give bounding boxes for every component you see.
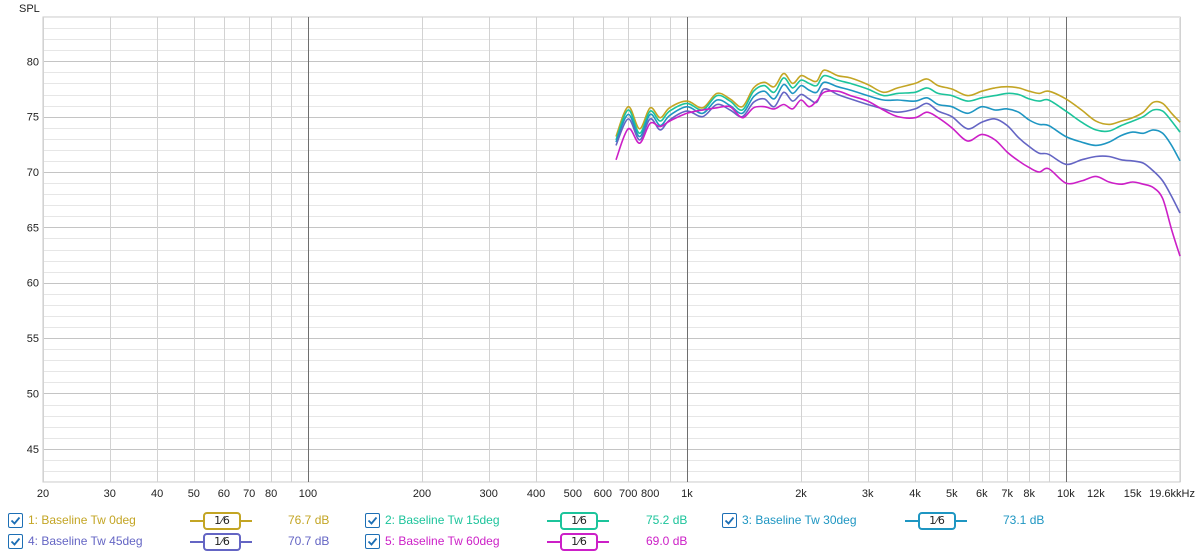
y-tick-label: 45 bbox=[27, 444, 39, 456]
legend-item-4[interactable]: 4: Baseline Tw 45deg 1⁄6 70.7 dB bbox=[8, 530, 348, 552]
x-tick-label: 8k bbox=[1023, 488, 1035, 500]
x-tick-label: 12k bbox=[1087, 488, 1105, 500]
smoothing-control-3[interactable]: 1⁄6 bbox=[905, 512, 967, 530]
legend-value-5: 69.0 dB bbox=[646, 534, 688, 548]
legend-label-5: 5: Baseline Tw 60deg bbox=[385, 534, 500, 548]
smoothing-label-2: 1⁄6 bbox=[560, 512, 598, 530]
x-tick-label: 300 bbox=[480, 488, 498, 500]
y-tick-label: 80 bbox=[27, 56, 39, 68]
checkbox-3[interactable] bbox=[722, 513, 737, 528]
legend-label-3: 3: Baseline Tw 30deg bbox=[742, 513, 857, 527]
legend-item-3[interactable]: 3: Baseline Tw 30deg 1⁄6 73.1 dB bbox=[722, 509, 1062, 531]
smoothing-label-1: 1⁄6 bbox=[203, 512, 241, 530]
smoothing-label-5: 1⁄6 bbox=[560, 533, 598, 551]
smoothing-control-2[interactable]: 1⁄6 bbox=[547, 512, 609, 530]
x-tick-label: 400 bbox=[527, 488, 545, 500]
y-tick-label: 70 bbox=[27, 167, 39, 179]
series-line-5 bbox=[615, 90, 1181, 257]
grid bbox=[42, 16, 1181, 483]
y-tick-labels: 45 50 55 60 65 70 75 80 bbox=[27, 56, 39, 456]
x-tick-label: 60 bbox=[218, 488, 230, 500]
y-tick-label: 50 bbox=[27, 388, 39, 400]
x-tick-label: 6k bbox=[976, 488, 988, 500]
x-tick-label: 80 bbox=[265, 488, 277, 500]
x-tick-label: 3k bbox=[862, 488, 874, 500]
legend-item-1[interactable]: 1: Baseline Tw 0deg 1⁄6 76.7 dB bbox=[8, 509, 348, 531]
smoothing-control-4[interactable]: 1⁄6 bbox=[190, 533, 252, 551]
x-tick-label: 700 bbox=[619, 488, 637, 500]
legend-label-1: 1: Baseline Tw 0deg bbox=[28, 513, 136, 527]
legend-item-5[interactable]: 5: Baseline Tw 60deg 1⁄6 69.0 dB bbox=[365, 530, 705, 552]
x-tick-label: 19.6kkHz bbox=[1149, 488, 1195, 500]
series-line-1 bbox=[615, 69, 1181, 137]
legend-item-2[interactable]: 2: Baseline Tw 15deg 1⁄6 75.2 dB bbox=[365, 509, 705, 531]
series-line-3 bbox=[615, 81, 1181, 162]
x-tick-label: 15k bbox=[1124, 488, 1142, 500]
x-tick-label: 5k bbox=[946, 488, 958, 500]
checkbox-5[interactable] bbox=[365, 534, 380, 549]
smoothing-control-1[interactable]: 1⁄6 bbox=[190, 512, 252, 530]
legend-value-4: 70.7 dB bbox=[288, 534, 330, 548]
x-tick-label: 100 bbox=[299, 488, 317, 500]
smoothing-control-5[interactable]: 1⁄6 bbox=[547, 533, 609, 551]
plot-area bbox=[42, 16, 1181, 483]
series-line-2 bbox=[615, 74, 1181, 141]
y-tick-label: 75 bbox=[27, 112, 39, 124]
y-axis-label: SPL bbox=[19, 3, 40, 15]
x-tick-label: 800 bbox=[641, 488, 659, 500]
y-tick-label: 65 bbox=[27, 222, 39, 234]
checkbox-1[interactable] bbox=[8, 513, 23, 528]
x-tick-label: 600 bbox=[594, 488, 612, 500]
checkbox-4[interactable] bbox=[8, 534, 23, 549]
x-tick-label: 30 bbox=[104, 488, 116, 500]
legend-value-1: 76.7 dB bbox=[288, 513, 330, 527]
x-tick-label: 500 bbox=[564, 488, 582, 500]
smoothing-label-3: 1⁄6 bbox=[918, 512, 956, 530]
x-tick-label: 1k bbox=[681, 488, 693, 500]
legend-label-4: 4: Baseline Tw 45deg bbox=[28, 534, 143, 548]
smoothing-label-4: 1⁄6 bbox=[203, 533, 241, 551]
legend-value-2: 75.2 dB bbox=[646, 513, 688, 527]
series-lines bbox=[615, 69, 1181, 257]
x-tick-label: 200 bbox=[413, 488, 431, 500]
x-tick-labels: 20 30 40 50 60 70 80 100 200 300 400 500 600 700 800 1k… bbox=[37, 488, 1195, 500]
y-tick-label: 55 bbox=[27, 333, 39, 345]
legend-value-3: 73.1 dB bbox=[1003, 513, 1045, 527]
x-tick-label: 50 bbox=[188, 488, 200, 500]
checkbox-2[interactable] bbox=[365, 513, 380, 528]
y-tick-label: 60 bbox=[27, 278, 39, 290]
x-tick-label: 7k bbox=[1001, 488, 1013, 500]
x-tick-label: 40 bbox=[151, 488, 163, 500]
legend: 1: Baseline Tw 0deg 1⁄6 76.7 dB 2: Basel… bbox=[0, 506, 1200, 552]
x-tick-label: 10k bbox=[1057, 488, 1075, 500]
x-tick-label: 20 bbox=[37, 488, 49, 500]
x-tick-label: 4k bbox=[909, 488, 921, 500]
x-tick-label: 70 bbox=[243, 488, 255, 500]
series-line-4 bbox=[615, 88, 1181, 214]
legend-label-2: 2: Baseline Tw 15deg bbox=[385, 513, 500, 527]
x-tick-label: 2k bbox=[795, 488, 807, 500]
